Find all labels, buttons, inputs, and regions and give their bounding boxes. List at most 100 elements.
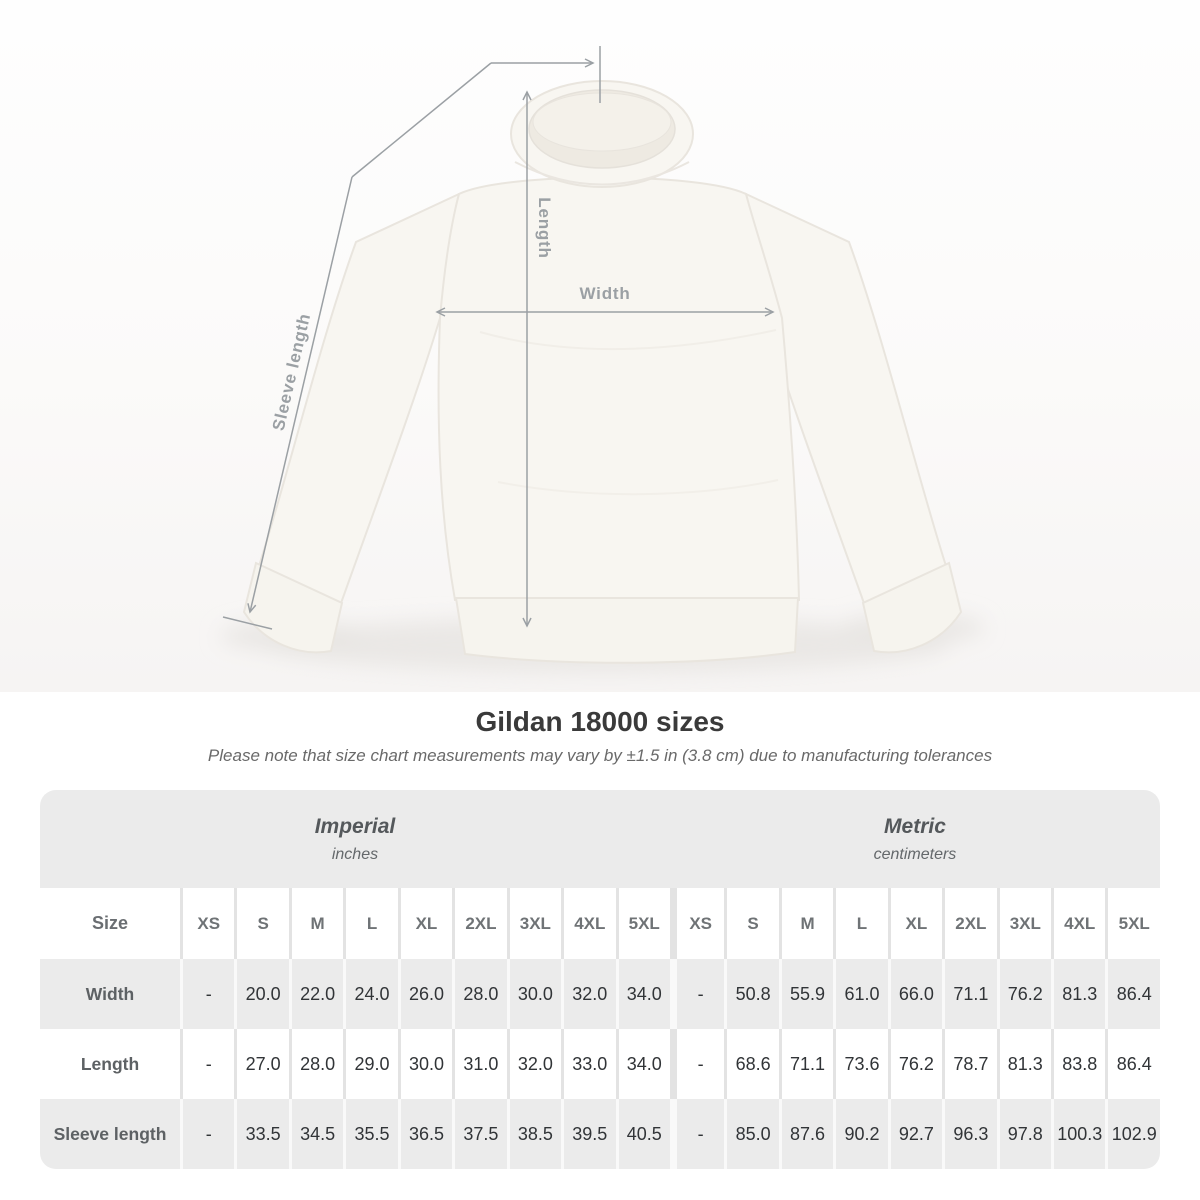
hem-band	[454, 597, 800, 664]
cell-width-imperial-3xl: 30.0	[506, 959, 562, 1029]
left-cuff	[242, 561, 344, 654]
cell-length-imperial-l: 29.0	[343, 1029, 398, 1099]
width-label: Width	[579, 284, 630, 303]
length-label: Length	[535, 197, 554, 258]
cell-sleeve-length-metric-5xl: 102.9	[1105, 1099, 1160, 1169]
cell-width-metric-2xl: 71.1	[942, 959, 997, 1029]
cell-sleeve-length-imperial-5xl: 40.5	[615, 1099, 670, 1169]
row-label-sleeve-length: Sleeve length	[40, 1099, 180, 1169]
cell-sleeve-length-imperial-xl: 36.5	[397, 1099, 453, 1169]
cell-width-imperial-s: 20.0	[234, 959, 289, 1029]
cell-width-imperial-5xl: 34.0	[615, 959, 670, 1029]
page-title: Gildan 18000 sizes	[475, 706, 725, 737]
imperial-unit: inches	[331, 845, 379, 863]
cell-width-metric-m: 55.9	[778, 959, 834, 1029]
size-header-imperial-3xl: 3XL	[506, 888, 562, 959]
imperial-label: Imperial	[314, 814, 396, 838]
cell-width-imperial-xs: -	[180, 959, 235, 1029]
cell-width-imperial-2xl: 28.0	[452, 959, 507, 1029]
size-header-metric-5xl: 5XL	[1105, 888, 1160, 959]
cell-width-metric-xs: -	[669, 959, 725, 1029]
cell-width-metric-3xl: 76.2	[996, 959, 1051, 1029]
cell-sleeve-length-metric-l: 90.2	[833, 1099, 888, 1169]
metric-group-header: Metric centimeters	[669, 790, 1160, 888]
size-header-metric-s: S	[724, 888, 779, 959]
metric-unit: centimeters	[873, 845, 957, 863]
cell-sleeve-length-imperial-2xl: 37.5	[452, 1099, 507, 1169]
cell-length-imperial-3xl: 32.0	[506, 1029, 562, 1099]
cell-sleeve-length-metric-4xl: 100.3	[1051, 1099, 1106, 1169]
cell-length-metric-xs: -	[669, 1029, 725, 1099]
cell-sleeve-length-imperial-l: 35.5	[343, 1099, 398, 1169]
cell-length-imperial-m: 28.0	[288, 1029, 344, 1099]
cell-sleeve-length-metric-m: 87.6	[778, 1099, 834, 1169]
cell-length-metric-3xl: 81.3	[996, 1029, 1051, 1099]
cell-length-imperial-xs: -	[180, 1029, 235, 1099]
sizes-header-row: Size XS S M L XL 2XL 3XL 4XL 5XL XS S M L XL 2XL 3XL 4XL…	[40, 888, 1160, 959]
measurement-row-width: Width -20.0 22.0 24.0 26.0 28.0 30.0 32.0 34.0-5…	[40, 959, 1160, 1029]
torso	[437, 176, 801, 601]
measurement-row-sleeve-length: Sleeve length -33.5 34.5 35.5 36.5 37.5 38.5 39…	[40, 1099, 1160, 1169]
cell-sleeve-length-metric-2xl: 96.3	[942, 1099, 997, 1169]
cuff-tick	[222, 616, 273, 630]
cell-width-metric-xl: 66.0	[887, 959, 943, 1029]
size-header-imperial-s: S	[234, 888, 289, 959]
size-table-body: Imperial inches Metric centimeters Size …	[40, 790, 1160, 1169]
cell-length-metric-4xl: 83.8	[1051, 1029, 1106, 1099]
cell-length-metric-l: 73.6	[833, 1029, 888, 1099]
cell-width-imperial-m: 22.0	[288, 959, 344, 1029]
right-cuff	[861, 561, 963, 654]
cell-sleeve-length-imperial-xs: -	[180, 1099, 235, 1169]
cell-length-metric-m: 71.1	[778, 1029, 834, 1099]
size-header-metric-2xl: 2XL	[942, 888, 997, 959]
size-header-imperial-4xl: 4XL	[561, 888, 616, 959]
crease-line	[497, 479, 779, 496]
cell-length-metric-5xl: 86.4	[1105, 1029, 1160, 1099]
cell-length-imperial-2xl: 31.0	[452, 1029, 507, 1099]
size-header-metric-3xl: 3XL	[996, 888, 1051, 959]
cell-sleeve-length-metric-3xl: 97.8	[996, 1099, 1051, 1169]
cell-sleeve-length-metric-s: 85.0	[724, 1099, 779, 1169]
collar-back-neck	[532, 92, 672, 152]
cell-length-metric-s: 68.6	[724, 1029, 779, 1099]
cell-width-imperial-xl: 26.0	[397, 959, 453, 1029]
metric-label: Metric	[884, 814, 946, 838]
cell-width-metric-5xl: 86.4	[1105, 959, 1160, 1029]
size-header-imperial-l: L	[343, 888, 398, 959]
size-header-metric-4xl: 4XL	[1051, 888, 1106, 959]
tolerance-note: Please note that size chart measurements…	[207, 746, 993, 765]
cell-length-imperial-s: 27.0	[234, 1029, 289, 1099]
sleeve-length-arm-line	[247, 176, 353, 614]
cell-length-metric-2xl: 78.7	[942, 1029, 997, 1099]
cell-width-imperial-l: 24.0	[343, 959, 398, 1029]
row-label-width: Width	[40, 959, 180, 1029]
measurement-row-length: Length -27.0 28.0 29.0 30.0 31.0 32.0 33.0 34.0-…	[40, 1029, 1160, 1099]
size-header-imperial-xs: XS	[180, 888, 235, 959]
cell-width-metric-l: 61.0	[833, 959, 888, 1029]
cell-length-imperial-4xl: 33.0	[561, 1029, 616, 1099]
cell-sleeve-length-imperial-3xl: 38.5	[506, 1099, 562, 1169]
size-column-header: Size	[40, 888, 180, 959]
collar-stitch	[514, 161, 690, 186]
size-header-imperial-m: M	[288, 888, 344, 959]
cell-sleeve-length-imperial-m: 34.5	[288, 1099, 344, 1169]
cell-sleeve-length-metric-xs: -	[669, 1099, 725, 1169]
size-header-metric-xl: XL	[887, 888, 943, 959]
cell-sleeve-length-imperial-4xl: 39.5	[561, 1099, 616, 1169]
size-header-metric-m: M	[778, 888, 834, 959]
sweatshirt-measurement-diagram: Length Width Sleeve length	[220, 46, 985, 673]
product-photo-area: Length Width Sleeve length	[0, 0, 1200, 692]
sleeve-length-shoulder-line	[351, 62, 492, 178]
unit-group-header-row: Imperial inches Metric centimeters	[40, 790, 1160, 888]
size-header-imperial-5xl: 5XL	[615, 888, 670, 959]
row-label-length: Length	[40, 1029, 180, 1099]
size-chart-table: Imperial inches Metric centimeters Size …	[40, 790, 1160, 1169]
size-header-imperial-xl: XL	[397, 888, 453, 959]
size-header-metric-l: L	[833, 888, 888, 959]
cell-width-imperial-4xl: 32.0	[561, 959, 616, 1029]
cell-length-imperial-xl: 30.0	[397, 1029, 453, 1099]
imperial-group-header: Imperial inches	[40, 790, 670, 888]
cell-width-metric-s: 50.8	[724, 959, 779, 1029]
cell-sleeve-length-metric-xl: 92.7	[887, 1099, 943, 1169]
cell-width-metric-4xl: 81.3	[1051, 959, 1106, 1029]
